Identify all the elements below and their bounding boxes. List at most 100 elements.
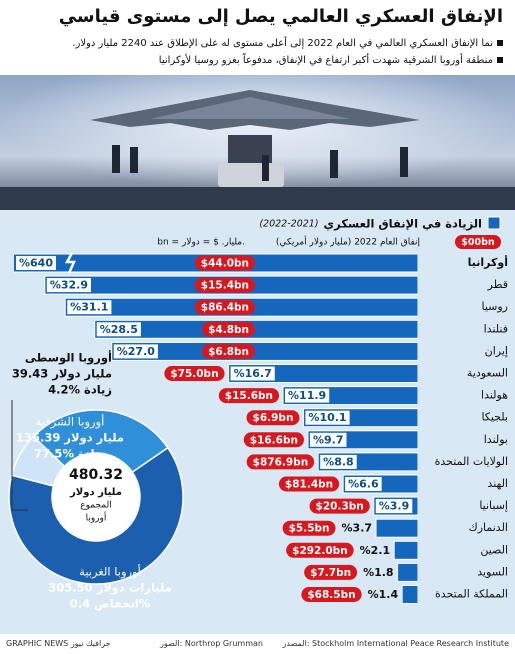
value-label-bg: [345, 477, 382, 491]
spending-label: $5.5bn: [289, 523, 330, 535]
center-label: مليار دولار: [69, 487, 122, 498]
category-label: بولندا: [484, 433, 508, 446]
source: المصدر: Stockholm International Peace Re…: [282, 639, 510, 648]
segment-value: 39.43 مليار دولار: [12, 367, 112, 382]
segment-name: أوروبا الشرقية: [36, 414, 105, 430]
value-label-bg: [309, 432, 347, 447]
value-label: %32.9: [50, 279, 88, 292]
unit-note: bn = مليار. $ = دولار.: [157, 238, 245, 248]
legend-swatch: [455, 235, 501, 249]
spending-pill: [194, 277, 255, 293]
segment-change: زيادة %77.5: [34, 447, 106, 461]
bullet-text: منطقة أوروبا الشرقية شهدت أكبر ارتفاع في…: [158, 55, 493, 66]
category-label: الولايات المتحدة: [435, 455, 508, 468]
value-label: %6.6: [348, 478, 379, 491]
spending-label: $86.4bn: [201, 302, 249, 314]
header: الإنفاق العسكري العالمي يصل إلى مستوى قي…: [0, 0, 515, 75]
spending-pill: [282, 520, 336, 536]
spending-pill: [194, 255, 255, 271]
spending-pill: [246, 454, 315, 470]
value-label: %31.1: [70, 301, 108, 314]
spending-pill: [304, 564, 358, 580]
total: 480.32: [69, 467, 123, 483]
value-label-bg: [46, 278, 91, 293]
value-label: %1.8: [363, 566, 394, 579]
value-label: %2.1: [360, 544, 391, 557]
bullet: نما الإنفاق العسكري العالمي في العام 202…: [72, 38, 503, 49]
value-label: %640: [19, 257, 53, 270]
center-label: المجموع: [80, 501, 111, 511]
category-label: الصين: [480, 543, 508, 556]
segment-name: أوروبا الوسطى: [25, 350, 112, 366]
legend-label: إنفاق العام 2022 (مليار دولار أمريكي): [276, 236, 420, 248]
value-label: %3.9: [379, 500, 410, 513]
value-label: %9.7: [313, 433, 344, 446]
value-label: %28.5: [100, 323, 138, 336]
category-label: قطر: [487, 278, 508, 291]
bar: [393, 540, 418, 560]
spending-label: $44.0bn: [201, 258, 249, 270]
donut-segment: [32, 409, 169, 474]
segment-name: أوروبا الغربية: [79, 564, 141, 580]
spending-pill: [202, 343, 255, 359]
category-label: الدنمارك: [469, 521, 508, 534]
title: الإنفاق العسكري العالمي يصل إلى مستوى قي…: [58, 6, 503, 27]
chart-area: الزيادة في الإنفاق العسكري (2022-2021) $00…: [0, 210, 515, 634]
spending-label: $6.8bn: [208, 346, 249, 358]
category-label: السعودية: [467, 367, 508, 380]
bar: [397, 562, 418, 582]
segment-value: 305.50 مليارات دولار: [48, 581, 172, 596]
category-label: إسبانيا: [479, 499, 508, 512]
spending-label: $4.8bn: [208, 324, 249, 336]
category-label: بلجيكا: [481, 411, 508, 424]
leader-line: [11, 400, 28, 511]
value-label: %10.1: [308, 411, 346, 424]
spending-label: $68.5bn: [307, 589, 355, 601]
bullet-text: نما الإنفاق العسكري العالمي في العام 202…: [72, 38, 493, 49]
value-label-bg: [96, 322, 141, 337]
spending-pill: [301, 587, 362, 602]
category-label: إيران: [485, 344, 508, 357]
legend-sample: $00bn: [461, 237, 495, 248]
value-label-bg: [230, 366, 275, 381]
value-label-bg: [16, 256, 56, 270]
donut-segment: [10, 435, 66, 487]
spending-label: $876.9bn: [253, 456, 309, 468]
spending-label: $15.6bn: [225, 390, 273, 402]
axis-break: [64, 252, 76, 274]
spending-pill: [202, 321, 255, 337]
legend-label: الزيادة في الإنفاق العسكري: [324, 217, 482, 231]
value-label: %27.0: [117, 345, 156, 358]
bar: [401, 585, 418, 604]
segment-change: انخفاض 0.4%: [70, 597, 151, 611]
category-label: الهند: [487, 477, 508, 490]
value-label: %3.7: [342, 522, 373, 535]
value-label-bg: [67, 300, 112, 315]
value-label-bg: [375, 499, 413, 514]
segment-value: 135.39 مليار دولار: [16, 431, 124, 446]
spending-label: $16.6bn: [250, 434, 298, 446]
spending-pill: [164, 366, 225, 381]
category-label: أوكرانيا: [468, 255, 508, 269]
spending-label: $292.0bn: [292, 545, 348, 557]
donut-hole: [53, 454, 139, 540]
category-label: روسيا: [481, 300, 508, 313]
spending-pill: [243, 432, 304, 448]
legend-swatch: [487, 216, 501, 230]
value-label: %11.9: [288, 389, 326, 402]
spending-pill: [278, 476, 340, 492]
spending-pill: [194, 299, 255, 315]
footer: المصدر: Stockholm International Peace Re…: [0, 634, 515, 654]
category-label: السويد: [477, 565, 508, 578]
bar: [94, 319, 418, 339]
category-label: هولندا: [481, 389, 508, 402]
segment-change: زيادة %4.2: [48, 383, 112, 397]
spending-label: $7.7bn: [310, 567, 351, 579]
bullet: منطقة أوروبا الشرقية شهدت أكبر ارتفاع في…: [159, 55, 503, 66]
value-label-bg: [320, 454, 357, 469]
bar: [111, 341, 418, 361]
category-label: فنلندا: [484, 322, 508, 335]
category-label: المملكة المتحدة: [435, 588, 508, 601]
bar: [228, 364, 418, 383]
